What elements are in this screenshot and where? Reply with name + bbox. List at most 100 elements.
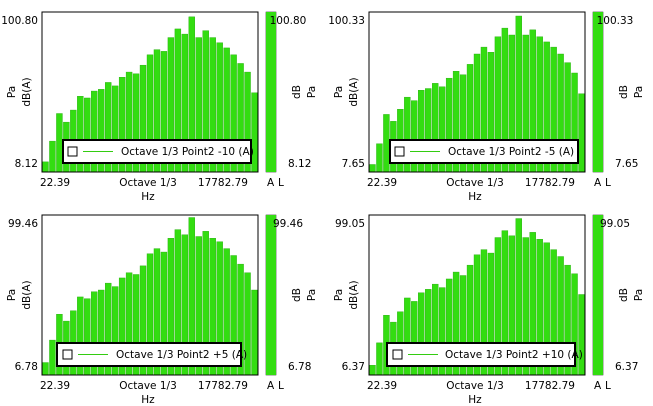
- chart-panel-4: Pa dB(A) 99.05 6.37 Octave 1/3 Point2 +1…: [327, 203, 653, 406]
- chart-svg: Pa dB(A) 99.05 6.37 Octave 1/3 Point2 +1…: [333, 214, 645, 406]
- bar: [251, 289, 258, 376]
- bar: [383, 114, 390, 173]
- x-axis-label: Hz: [468, 394, 482, 406]
- meter-channel-l: L: [605, 380, 611, 392]
- chart-svg: Pa dB(A) 100.80 8.12 Octave 1/3 Point2 -…: [1, 11, 318, 203]
- legend-checkbox-icon[interactable]: [62, 349, 73, 360]
- bar: [578, 93, 585, 173]
- meter-bottom-label: 7.65: [615, 158, 638, 170]
- right-label-pa: Pa: [633, 86, 645, 98]
- chart-panel-2: Pa dB(A) 100.33 7.65 Octave 1/3 Point2 -…: [327, 0, 653, 203]
- x-center-label: Octave 1/3: [446, 380, 504, 392]
- chart-svg: Pa dB(A) 100.33 7.65 Octave 1/3 Point2 -…: [328, 11, 645, 203]
- legend-label: Octave 1/3 Point2 -5 (A): [448, 146, 574, 158]
- x-end-label: 17782.79: [525, 380, 575, 392]
- bar: [56, 113, 63, 173]
- meter-top-label: 99.46: [273, 218, 303, 230]
- legend-box: Octave 1/3 Point2 +10 (A): [386, 342, 583, 367]
- y-axis-label-dba: dB(A): [21, 77, 33, 106]
- y-top-label: 100.33: [328, 15, 365, 27]
- meter-bottom-label: 6.78: [288, 361, 311, 373]
- legend-checkbox-icon[interactable]: [67, 146, 78, 157]
- bar: [376, 143, 383, 173]
- legend-box: Octave 1/3 Point2 +5 (A): [56, 342, 247, 367]
- meter-bottom-label: 8.12: [288, 158, 311, 170]
- right-label-db: dB: [291, 85, 303, 99]
- y-bottom-label: 8.12: [15, 158, 38, 170]
- x-start-label: 22.39: [367, 177, 397, 189]
- plot-frame: [41, 11, 259, 173]
- legend-box: Octave 1/3 Point2 -5 (A): [389, 139, 579, 164]
- right-label-pa: Pa: [633, 289, 645, 301]
- chart-panel-1: Pa dB(A) 100.80 8.12 Octave 1/3 Point2 -…: [0, 0, 326, 203]
- meter-channel-l: L: [605, 177, 611, 189]
- x-axis-label: Hz: [141, 394, 155, 406]
- y-bottom-label: 6.37: [342, 361, 365, 373]
- plot-frame: [368, 214, 586, 376]
- meter-fill: [593, 12, 603, 172]
- bar: [49, 339, 56, 376]
- right-label-pa: Pa: [306, 289, 318, 301]
- bar: [369, 365, 376, 376]
- right-label-db: dB: [618, 288, 630, 302]
- legend-label: Octave 1/3 Point2 -10 (A): [121, 146, 254, 158]
- bar-group: [369, 15, 585, 173]
- meter-bottom-label: 6.37: [615, 361, 638, 373]
- legend-label: Octave 1/3 Point2 +5 (A): [116, 349, 247, 361]
- bar: [251, 92, 258, 173]
- legend-label: Octave 1/3 Point2 +10 (A): [445, 349, 583, 361]
- y-axis-label-pa: Pa: [6, 289, 18, 301]
- x-end-label: 17782.79: [198, 177, 248, 189]
- y-axis-label-dba: dB(A): [348, 280, 360, 309]
- meter-channel-a: A: [594, 177, 602, 189]
- y-axis-label-pa: Pa: [6, 86, 18, 98]
- bar: [49, 140, 56, 173]
- x-axis-label: Hz: [141, 191, 155, 203]
- y-bottom-label: 6.78: [15, 361, 38, 373]
- y-axis-label-pa: Pa: [333, 86, 345, 98]
- meter-channel-a: A: [267, 177, 275, 189]
- legend-box: Octave 1/3 Point2 -10 (A): [62, 139, 254, 164]
- x-start-label: 22.39: [40, 380, 70, 392]
- bar-group: [369, 218, 585, 376]
- y-top-label: 100.80: [1, 15, 38, 27]
- x-center-label: Octave 1/3: [119, 380, 177, 392]
- y-axis-label-pa: Pa: [333, 289, 345, 301]
- meter-fill: [266, 12, 276, 172]
- x-center-label: Octave 1/3: [446, 177, 504, 189]
- chart-panel-3: Pa dB(A) 99.46 6.78 Octave 1/3 Point2 +5…: [0, 203, 326, 406]
- x-end-label: 17782.79: [198, 380, 248, 392]
- meter-fill: [593, 215, 603, 375]
- meter-top-label: 99.05: [600, 218, 630, 230]
- bar: [376, 342, 383, 376]
- y-bottom-label: 7.65: [342, 158, 365, 170]
- y-axis-label-dba: dB(A): [348, 77, 360, 106]
- meter-fill: [266, 215, 276, 375]
- meter-channel-a: A: [594, 380, 602, 392]
- bar: [42, 362, 49, 376]
- y-top-label: 99.05: [335, 218, 365, 230]
- x-axis-label: Hz: [468, 191, 482, 203]
- plot-frame: [41, 214, 259, 376]
- bar-group: [42, 217, 258, 376]
- chart-svg: Pa dB(A) 99.46 6.78 Octave 1/3 Point2 +5…: [6, 214, 318, 406]
- legend-checkbox-icon[interactable]: [394, 146, 405, 157]
- meter-top-label: 100.33: [597, 15, 634, 27]
- bar: [578, 294, 585, 376]
- y-top-label: 99.46: [8, 218, 38, 230]
- x-center-label: Octave 1/3: [119, 177, 177, 189]
- legend-checkbox-icon[interactable]: [392, 349, 403, 360]
- x-start-label: 22.39: [40, 177, 70, 189]
- x-end-label: 17782.79: [525, 177, 575, 189]
- plot-frame: [368, 11, 586, 173]
- x-start-label: 22.39: [367, 380, 397, 392]
- bar: [369, 164, 376, 173]
- meter-top-label: 100.80: [270, 15, 307, 27]
- meter-channel-l: L: [278, 177, 284, 189]
- meter-channel-a: A: [267, 380, 275, 392]
- y-axis-label-dba: dB(A): [21, 280, 33, 309]
- right-label-db: dB: [291, 288, 303, 302]
- right-label-pa: Pa: [306, 86, 318, 98]
- meter-channel-l: L: [278, 380, 284, 392]
- right-label-db: dB: [618, 85, 630, 99]
